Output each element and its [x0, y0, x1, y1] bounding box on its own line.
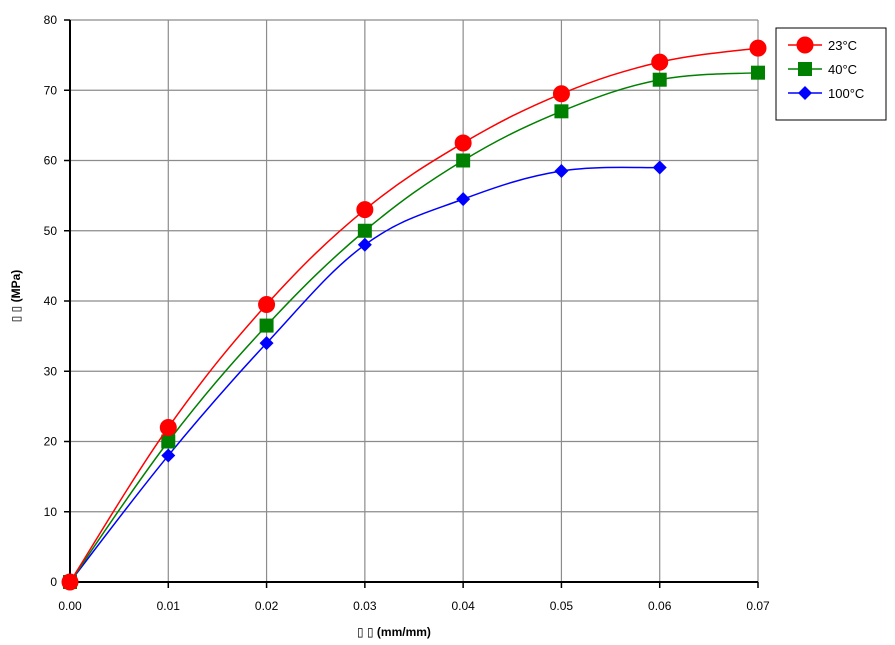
- data-point: [160, 419, 176, 435]
- y-tick-label: 20: [44, 435, 58, 449]
- y-tick-label: 10: [44, 505, 58, 519]
- data-point: [554, 104, 568, 118]
- data-point: [797, 37, 813, 53]
- x-tick-label: 0.07: [746, 599, 770, 613]
- data-point: [260, 319, 274, 333]
- x-tick-label: 0.01: [157, 599, 181, 613]
- data-point: [653, 73, 667, 87]
- y-tick-label: 0: [50, 575, 57, 589]
- data-point: [358, 224, 372, 238]
- data-point: [750, 40, 766, 56]
- legend-label: 40°C: [828, 62, 857, 77]
- legend-label: 100°C: [828, 86, 864, 101]
- y-tick-label: 30: [44, 364, 58, 378]
- y-tick-label: 40: [44, 294, 58, 308]
- x-tick-label: 0.03: [353, 599, 377, 613]
- x-tick-label: 0.04: [451, 599, 475, 613]
- y-tick-label: 70: [44, 83, 58, 97]
- y-axis-ticks: 0 10 20 30 40 50 60 70 80: [44, 13, 70, 589]
- y-tick-label: 50: [44, 224, 58, 238]
- data-point: [455, 135, 471, 151]
- x-axis-ticks: 0.00 0.01 0.02 0.03 0.04 0.05 0.06 0.07: [58, 582, 770, 613]
- y-tick-label: 80: [44, 13, 58, 27]
- legend-label: 23°C: [828, 38, 857, 53]
- data-point: [259, 297, 275, 313]
- x-axis-title: ▯ ▯ (mm/mm): [357, 625, 431, 639]
- data-point: [553, 86, 569, 102]
- data-point: [456, 154, 470, 168]
- x-tick-label: 0.06: [648, 599, 672, 613]
- data-point: [798, 62, 812, 76]
- x-tick-label: 0.02: [255, 599, 279, 613]
- data-point: [652, 54, 668, 70]
- legend: 23°C 40°C 100°C: [776, 28, 886, 120]
- y-axis-title: ▯ ▯ (MPa): [9, 270, 23, 323]
- data-point: [62, 574, 78, 590]
- x-tick-label: 0.05: [550, 599, 574, 613]
- x-tick-label: 0.00: [58, 599, 82, 613]
- y-tick-label: 60: [44, 154, 58, 168]
- data-point: [161, 435, 175, 449]
- data-point: [357, 202, 373, 218]
- data-point: [751, 66, 765, 80]
